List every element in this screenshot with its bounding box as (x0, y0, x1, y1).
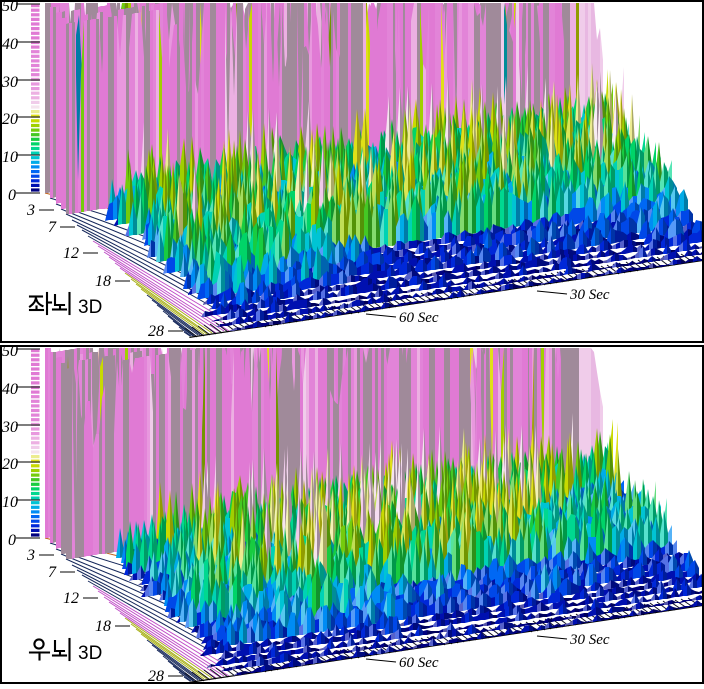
svg-text:50: 50 (2, 0, 18, 15)
svg-text:10: 10 (2, 149, 18, 166)
svg-text:40: 40 (2, 36, 18, 53)
svg-text:60 Sec: 60 Sec (399, 655, 439, 671)
svg-text:40: 40 (2, 381, 18, 398)
svg-text:3: 3 (26, 547, 35, 564)
svg-text:30 Sec: 30 Sec (569, 287, 610, 303)
svg-text:20: 20 (2, 456, 18, 473)
svg-text:50: 50 (2, 343, 18, 360)
svg-text:3D: 3D (78, 297, 102, 318)
svg-text:18: 18 (95, 618, 111, 635)
svg-text:28: 28 (148, 323, 164, 340)
svg-text:28: 28 (148, 668, 164, 684)
svg-text:0: 0 (8, 532, 16, 549)
svg-text:3: 3 (26, 202, 35, 219)
svg-text:7: 7 (48, 219, 57, 236)
svg-text:30: 30 (1, 74, 18, 91)
svg-text:30: 30 (1, 419, 18, 436)
svg-text:10: 10 (2, 494, 18, 511)
svg-text:12: 12 (63, 590, 79, 607)
svg-text:20: 20 (2, 111, 18, 128)
svg-text:12: 12 (63, 245, 79, 262)
svg-text:3D: 3D (78, 643, 102, 664)
svg-text:18: 18 (95, 273, 111, 290)
svg-text:60 Sec: 60 Sec (399, 310, 439, 326)
svg-text:0: 0 (8, 187, 16, 204)
svg-text:30 Sec: 30 Sec (569, 632, 610, 648)
svg-text:7: 7 (48, 564, 57, 581)
